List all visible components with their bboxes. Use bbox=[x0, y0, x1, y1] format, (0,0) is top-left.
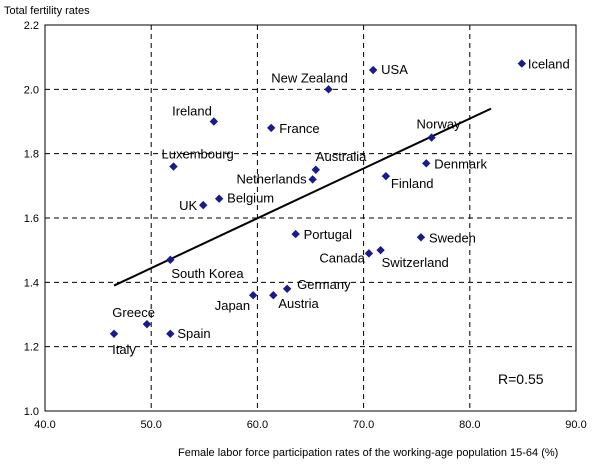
point-label-australia: Australia bbox=[316, 149, 367, 164]
point-iceland bbox=[517, 59, 527, 68]
point-label-canada: Canada bbox=[319, 250, 365, 265]
y-tick-label: 1.8 bbox=[24, 149, 39, 161]
point-label-sweden: Sweden bbox=[429, 230, 476, 245]
x-tick-label: 80.0 bbox=[459, 419, 480, 431]
plot-frame bbox=[44, 24, 577, 412]
point-label-netherlands: Netherlands bbox=[237, 171, 308, 186]
point-canada bbox=[364, 249, 374, 258]
point-label-spain: Spain bbox=[177, 326, 210, 341]
point-label-south-korea: South Korea bbox=[171, 266, 244, 281]
x-tick-label: 40.0 bbox=[34, 419, 55, 431]
x-tick-label: 50.0 bbox=[140, 419, 161, 431]
point-usa bbox=[368, 65, 378, 75]
point-uk bbox=[199, 200, 208, 210]
point-switzerland bbox=[376, 245, 385, 255]
x-tick-label: 70.0 bbox=[353, 419, 374, 431]
axis-ticks: 40.0 50.0 60.0 70.0 80.0 90.0 1.0 1.2 1.4 1.6 1.8 2… bbox=[24, 20, 587, 431]
point-label-new-zealand: New Zealand bbox=[271, 70, 348, 85]
point-label-japan: Japan bbox=[215, 298, 250, 313]
point-austria bbox=[269, 291, 278, 300]
point-belgium bbox=[214, 194, 224, 203]
point-australia bbox=[311, 165, 321, 174]
point-denmark bbox=[422, 159, 431, 168]
point-italy bbox=[109, 329, 119, 338]
point-sweden bbox=[416, 233, 426, 242]
data-points: Iceland USA New Zealand Ireland France Norway… bbox=[109, 57, 570, 357]
point-label-austria: Austria bbox=[278, 296, 319, 311]
point-portugal bbox=[291, 229, 300, 239]
point-south-korea bbox=[166, 255, 175, 265]
point-label-uk: UK bbox=[179, 198, 197, 213]
point-greece bbox=[142, 319, 152, 329]
y-axis-title: Total fertility rates bbox=[4, 5, 90, 17]
point-label-greece: Greece bbox=[112, 305, 155, 320]
correlation-annotation: R=0.55 bbox=[498, 371, 544, 387]
point-label-portugal: Portugal bbox=[304, 227, 353, 242]
point-label-finland: Finland bbox=[391, 176, 434, 191]
point-label-germany: Germany bbox=[297, 277, 351, 292]
point-label-switzerland: Switzerland bbox=[382, 255, 449, 270]
point-label-norway: Norway bbox=[417, 117, 462, 132]
y-tick-label: 2.0 bbox=[24, 84, 39, 96]
y-tick-label: 1.0 bbox=[24, 406, 39, 418]
point-new-zealand bbox=[324, 85, 333, 94]
point-norway bbox=[427, 133, 436, 142]
point-france bbox=[267, 123, 276, 133]
point-label-belgium: Belgium bbox=[227, 191, 274, 206]
x-tick-label: 90.0 bbox=[565, 419, 586, 431]
y-tick-label: 1.6 bbox=[24, 213, 39, 225]
point-label-france: France bbox=[279, 121, 319, 136]
point-netherlands bbox=[308, 175, 317, 184]
point-label-usa: USA bbox=[381, 62, 408, 77]
x-tick-label: 60.0 bbox=[247, 419, 268, 431]
point-japan bbox=[248, 291, 258, 300]
x-axis-title: Female labor force participation rates o… bbox=[178, 447, 558, 459]
point-ireland bbox=[209, 117, 219, 126]
y-tick-label: 1.4 bbox=[24, 277, 39, 289]
point-label-luxembourg: Luxembourg bbox=[162, 147, 234, 162]
point-germany bbox=[282, 284, 292, 293]
y-tick-label: 2.2 bbox=[24, 20, 39, 32]
point-label-denmark: Denmark bbox=[434, 156, 487, 171]
point-label-ireland: Ireland bbox=[172, 104, 212, 119]
y-tick-label: 1.2 bbox=[24, 342, 39, 354]
point-finland bbox=[381, 171, 391, 181]
point-spain bbox=[166, 329, 175, 338]
point-luxembourg bbox=[169, 162, 178, 171]
point-label-iceland: Iceland bbox=[528, 57, 570, 72]
point-label-italy: Italy bbox=[112, 342, 136, 357]
